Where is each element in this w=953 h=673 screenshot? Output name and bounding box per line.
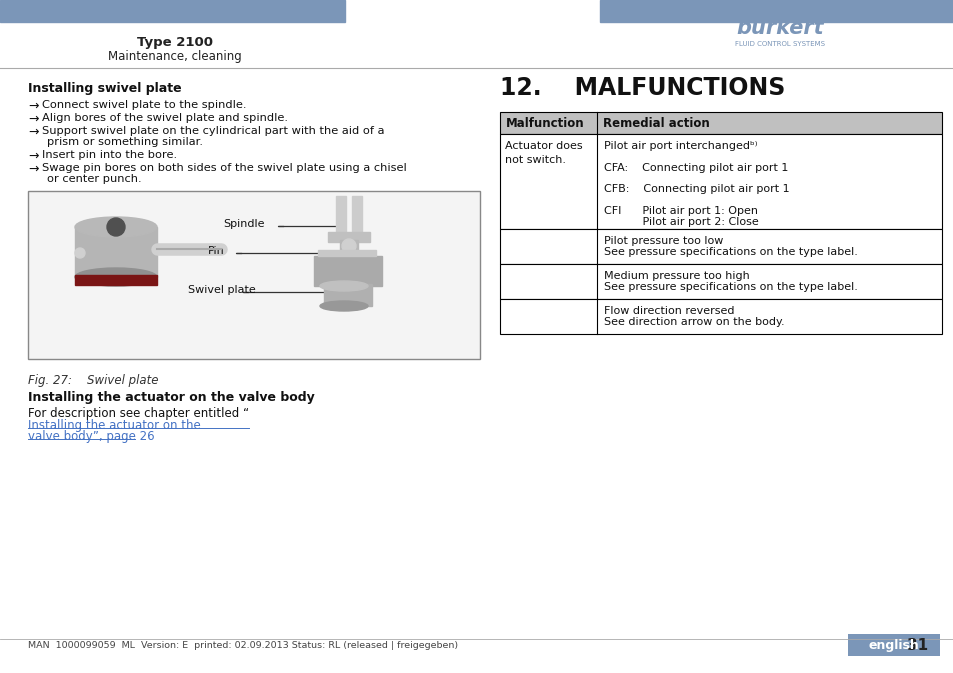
Text: Type 2100: Type 2100: [137, 36, 213, 49]
Text: Pilot air port 2: Close: Pilot air port 2: Close: [603, 217, 758, 227]
Text: valve body”, page 26: valve body”, page 26: [28, 430, 154, 443]
Text: See pressure specifications on the type label.: See pressure specifications on the type …: [603, 282, 857, 292]
Bar: [75, 275, 157, 285]
Ellipse shape: [75, 217, 157, 237]
Text: CFI      Pilot air port 1: Open: CFI Pilot air port 1: Open: [603, 206, 758, 216]
Ellipse shape: [319, 301, 368, 311]
Bar: [758, 17, 778, 22]
Text: →: →: [28, 126, 38, 139]
Bar: [499, 112, 941, 134]
Text: Installing the actuator on the valve body: Installing the actuator on the valve bod…: [28, 391, 314, 404]
Bar: [499, 264, 941, 299]
Circle shape: [341, 239, 355, 253]
Text: →: →: [28, 163, 38, 176]
Bar: [749, 17, 754, 22]
Bar: [314, 256, 381, 286]
Text: Installing the actuator on the: Installing the actuator on the: [28, 419, 200, 432]
Text: Support swivel plate on the cylindrical part with the aid of a: Support swivel plate on the cylindrical …: [42, 126, 384, 136]
Text: Medium pressure too high: Medium pressure too high: [603, 271, 749, 281]
Text: Connect swivel plate to the spindle.: Connect swivel plate to the spindle.: [42, 100, 246, 110]
Bar: [499, 229, 941, 264]
Ellipse shape: [319, 281, 368, 291]
Text: Pin: Pin: [208, 246, 225, 256]
Text: Fig. 27:    Swivel plate: Fig. 27: Swivel plate: [28, 374, 158, 387]
Bar: [75, 227, 157, 277]
Bar: [339, 240, 357, 252]
Ellipse shape: [75, 268, 157, 286]
Bar: [328, 232, 370, 242]
Text: Insert pin into the bore.: Insert pin into the bore.: [42, 150, 177, 160]
Text: or center punch.: or center punch.: [47, 174, 141, 184]
Text: Swage pin bores on both sides of the swivel plate using a chisel: Swage pin bores on both sides of the swi…: [42, 163, 406, 173]
Text: Spindle: Spindle: [223, 219, 264, 229]
Text: →: →: [28, 150, 38, 163]
Text: See pressure specifications on the type label.: See pressure specifications on the type …: [603, 247, 857, 257]
Text: Malfunction: Malfunction: [505, 116, 584, 129]
Bar: [741, 17, 746, 22]
Text: 12.    MALFUNCTIONS: 12. MALFUNCTIONS: [499, 76, 784, 100]
Text: FLUID CONTROL SYSTEMS: FLUID CONTROL SYSTEMS: [734, 41, 824, 47]
Text: See direction arrow on the body.: See direction arrow on the body.: [603, 317, 783, 327]
Text: For description see chapter entitled “: For description see chapter entitled “: [28, 407, 249, 420]
Text: CFB:    Connecting pilot air port 1: CFB: Connecting pilot air port 1: [603, 184, 789, 194]
Bar: [324, 284, 372, 306]
Text: Actuator does
not switch.: Actuator does not switch.: [504, 141, 582, 165]
Text: prism or something similar.: prism or something similar.: [47, 137, 203, 147]
Circle shape: [75, 248, 85, 258]
Text: Pilot air port interchangedᵇ⁾: Pilot air port interchangedᵇ⁾: [603, 141, 757, 151]
Text: Remedial action: Remedial action: [602, 116, 709, 129]
Text: 31: 31: [906, 639, 927, 653]
Bar: [599, 0, 953, 22]
Text: CFA:    Connecting pilot air port 1: CFA: Connecting pilot air port 1: [603, 163, 787, 172]
Text: Pilot pressure too low: Pilot pressure too low: [603, 236, 722, 246]
Text: MAN  1000099059  ML  Version: E  printed: 02.09.2013 Status: RL (released | frei: MAN 1000099059 ML Version: E printed: 02…: [28, 641, 457, 651]
Bar: [499, 134, 941, 229]
Text: Maintenance, cleaning: Maintenance, cleaning: [108, 50, 242, 63]
Text: Swivel plate: Swivel plate: [188, 285, 255, 295]
Bar: [499, 299, 941, 334]
Text: Align bores of the swivel plate and spindle.: Align bores of the swivel plate and spin…: [42, 113, 288, 123]
Bar: [0, 0, 345, 22]
Text: Installing swivel plate: Installing swivel plate: [28, 82, 181, 95]
Text: english: english: [868, 639, 919, 651]
Bar: [28, 191, 479, 359]
Bar: [847, 634, 939, 656]
Text: bürkert: bürkert: [736, 18, 823, 38]
Circle shape: [107, 218, 125, 236]
Bar: [352, 196, 361, 236]
Text: →: →: [28, 100, 38, 113]
Bar: [317, 250, 375, 256]
Bar: [335, 196, 346, 236]
Text: →: →: [28, 113, 38, 126]
Text: Flow direction reversed: Flow direction reversed: [603, 306, 734, 316]
